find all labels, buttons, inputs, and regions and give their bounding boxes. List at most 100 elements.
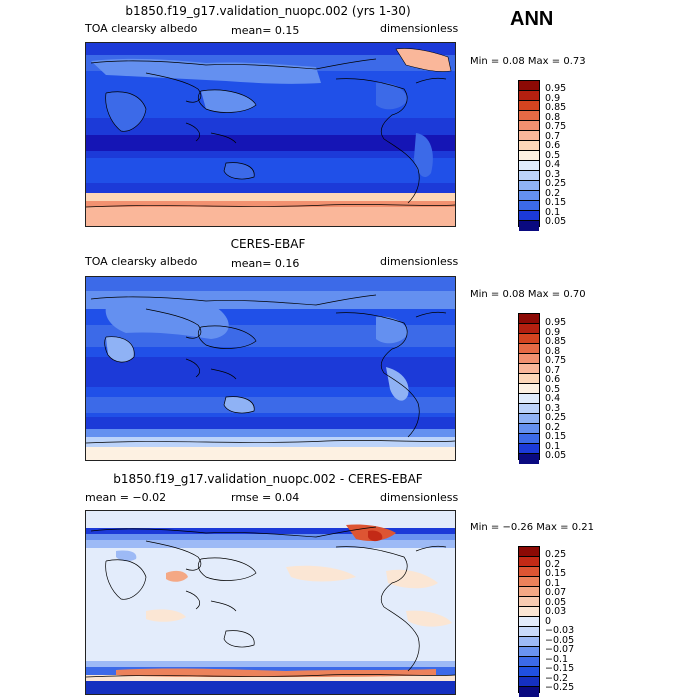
colorbar-block	[519, 354, 539, 364]
colorbar-level-label: 0.6	[545, 374, 561, 385]
map-ceres-albedo	[85, 276, 456, 461]
colorbar-block	[519, 121, 539, 131]
colorbar-block	[519, 414, 539, 424]
colorbar-level-label: 0.2	[545, 558, 561, 570]
panel-title-model: b1850.f19_g17.validation_nuopc.002 (yrs …	[125, 4, 411, 18]
colorbar-level-label: −0.2	[545, 672, 569, 684]
colorbar-level-label: −0.07	[545, 644, 575, 655]
panel-minmax: Min = 0.08 Max = 0.70	[470, 289, 586, 300]
colorbar-block	[519, 637, 539, 647]
colorbar-block	[519, 557, 539, 567]
colorbar-level-label: 0.15	[545, 197, 567, 208]
colorbar-level-label: 0.9	[545, 92, 561, 104]
panel-title-obs: CERES-EBAF	[230, 237, 306, 251]
panel-mean-label: mean= 0.15	[231, 24, 300, 37]
colorbar-level-label: −0.1	[545, 653, 569, 665]
colorbar-level-label: 0.1	[545, 577, 561, 589]
colorbar-level-label: 0	[545, 615, 552, 627]
colorbar-block	[519, 547, 539, 557]
colorbar-block	[519, 394, 539, 404]
colorbar-block	[519, 344, 539, 354]
colorbar-block	[519, 201, 539, 211]
colorbar-block	[519, 647, 539, 657]
colorbar-block	[519, 181, 539, 191]
colorbar-level-label: 0.5	[545, 383, 561, 395]
colorbar-block	[519, 314, 539, 324]
colorbar-block	[519, 434, 539, 444]
colorbar-level-label: 0.2	[545, 421, 561, 433]
colorbar-block	[519, 384, 539, 394]
colorbar-level-label: 0.3	[545, 402, 561, 414]
colorbar-level-label: 0.05	[545, 216, 567, 227]
colorbar-level-label: 0.75	[545, 121, 567, 132]
colorbar-level-label: 0.05	[545, 450, 567, 461]
colorbar-level-label: 0.03	[545, 606, 567, 617]
colorbar-block	[519, 687, 539, 697]
panel-rmse-label: rmse = 0.04	[231, 491, 300, 504]
colorbar-level-label: 0.07	[545, 587, 567, 598]
colorbar-block	[519, 567, 539, 577]
colorbar-level-label: 0.7	[545, 130, 561, 142]
colorbar-block	[519, 617, 539, 627]
colorbar-level-label: 0.75	[545, 355, 567, 366]
panel-minmax: Min = 0.08 Max = 0.73	[470, 56, 586, 67]
colorbar-block	[519, 374, 539, 384]
colorbar-level-label: 0.25	[545, 549, 567, 560]
map-model-albedo	[85, 42, 456, 227]
colorbar-level-label: −0.03	[545, 625, 575, 636]
colorbar-level-label: 0.95	[545, 317, 567, 328]
colorbar-block	[519, 151, 539, 161]
colorbar-block	[519, 161, 539, 171]
colorbar-level-label: −0.25	[545, 682, 575, 693]
colorbar-level-label: 0.15	[545, 568, 567, 579]
panel-units-label: dimensionless	[380, 22, 459, 35]
panel-field-label: TOA clearsky albedo	[85, 255, 198, 268]
colorbar-block	[519, 131, 539, 141]
colorbar-level-label: 0.95	[545, 83, 567, 94]
colorbar-block	[519, 627, 539, 637]
panel-units-label: dimensionless	[380, 491, 459, 504]
colorbar-block	[519, 364, 539, 374]
panel-title-diff: b1850.f19_g17.validation_nuopc.002 - CER…	[113, 472, 423, 486]
colorbar-block	[519, 191, 539, 201]
colorbar-block	[519, 221, 539, 231]
colorbar-level-label: 0.25	[545, 178, 567, 189]
colorbar-block	[519, 324, 539, 334]
colorbar-block	[519, 334, 539, 344]
colorbar-block	[519, 424, 539, 434]
colorbar-level-label: 0.15	[545, 431, 567, 442]
colorbar-obs	[518, 313, 540, 464]
colorbar-block	[519, 91, 539, 101]
colorbar-block	[519, 404, 539, 414]
panel-field-label: TOA clearsky albedo	[85, 22, 198, 35]
colorbar-level-label: 0.4	[545, 159, 561, 170]
colorbar-level-label: −0.15	[545, 663, 575, 674]
season-label: ANN	[510, 8, 554, 30]
colorbar-level-label: 0.6	[545, 140, 561, 151]
colorbar-model	[518, 80, 540, 231]
colorbar-block	[519, 101, 539, 111]
colorbar-level-label: 0.9	[545, 326, 561, 338]
map-difference	[85, 510, 456, 695]
colorbar-block	[519, 667, 539, 677]
colorbar-block	[519, 81, 539, 91]
colorbar-level-label: 0.85	[545, 102, 567, 113]
colorbar-block	[519, 444, 539, 454]
colorbar-level-label: 0.7	[545, 364, 561, 376]
colorbar-level-label: 0.8	[545, 345, 561, 357]
colorbar-block	[519, 111, 539, 121]
colorbar-level-label: 0.2	[545, 187, 561, 199]
colorbar-block	[519, 657, 539, 667]
colorbar-level-label: 0.8	[545, 111, 561, 123]
colorbar-block	[519, 454, 539, 464]
colorbar-block	[519, 677, 539, 687]
panel-minmax: Min = −0.26 Max = 0.21	[470, 522, 594, 533]
colorbar-diff	[518, 546, 540, 697]
panel-mean-label: mean= 0.16	[231, 257, 300, 270]
colorbar-block	[519, 607, 539, 617]
colorbar-block	[519, 587, 539, 597]
panel-mean-label: mean = −0.02	[85, 491, 167, 504]
colorbar-level-label: 0.05	[545, 596, 567, 608]
colorbar-level-label: 0.3	[545, 168, 561, 180]
colorbar-block	[519, 577, 539, 587]
